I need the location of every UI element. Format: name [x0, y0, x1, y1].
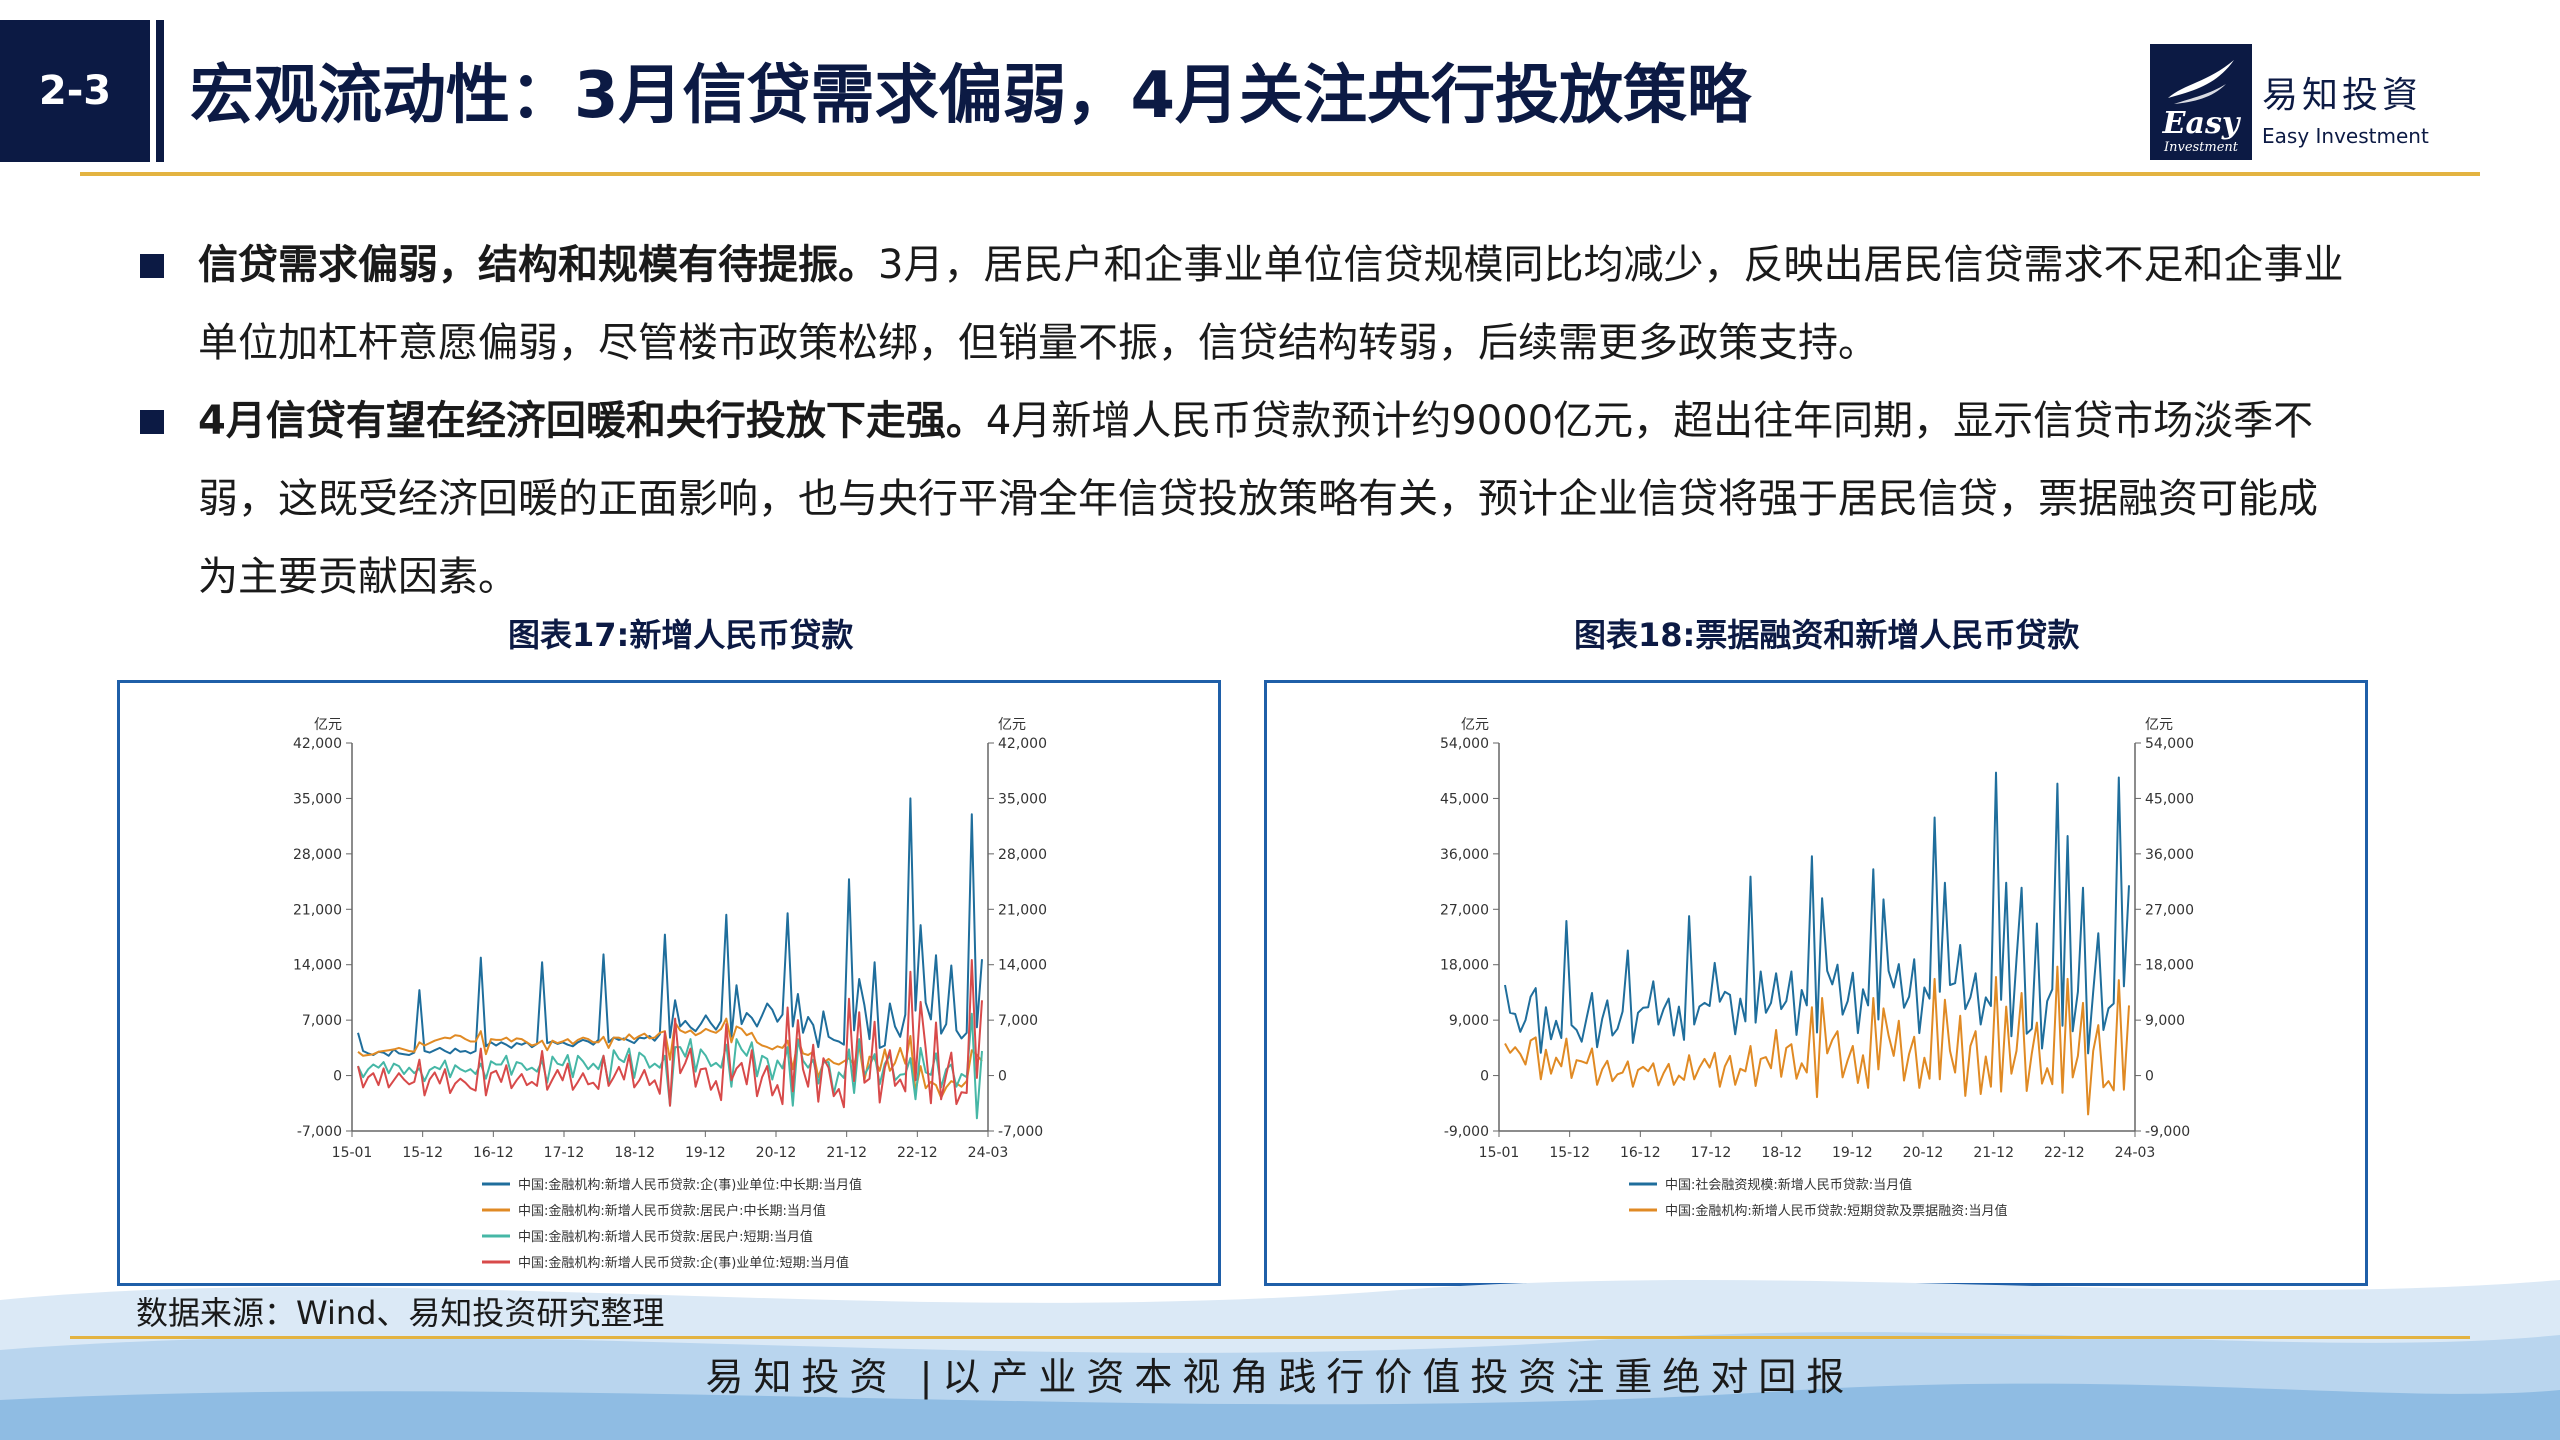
bullet-item: 4月信贷有望在经济回暖和央行投放下走强。4月新增人民币贷款预计约9000亿元，超…	[140, 382, 2350, 616]
bullet-item: 信贷需求偏弱，结构和规模有待提振。3月，居民户和企事业单位信贷规模同比均减少，反…	[140, 226, 2350, 382]
logo-name-en: Easy Investment	[2262, 124, 2429, 148]
y-tick-label: 0	[2145, 1069, 2154, 1085]
x-tick-label: 18-12	[614, 1145, 655, 1161]
x-tick-label: 24-03	[2115, 1145, 2156, 1161]
y-tick-label: 7,000	[998, 1013, 1038, 1029]
bullet-square-icon	[140, 254, 164, 278]
x-tick-label: 15-01	[1479, 1145, 1520, 1161]
y-tick-label: 27,000	[1440, 902, 1489, 918]
chart1-svg: 亿元 亿元 -7,000 -7,000 0 0 7,000 7,000 14,000 14,000…	[293, 717, 1047, 1271]
x-tick-label: 24-03	[968, 1145, 1009, 1161]
footer-divider	[70, 1336, 2470, 1339]
y-tick-label: 14,000	[293, 958, 342, 974]
chart2-svg: 亿元 亿元 -9,000 -9,000 0 0 9,000 9,000 18,000 18,000…	[1440, 717, 2194, 1219]
y-tick-label: -9,000	[2145, 1124, 2190, 1140]
y-tick-label: 54,000	[1440, 736, 1489, 752]
y-tick-label: 45,000	[1440, 791, 1489, 807]
y-tick-label: 9,000	[1449, 1013, 1489, 1029]
right-unit-label: 亿元	[998, 717, 1026, 733]
x-tick-label: 17-12	[1691, 1145, 1732, 1161]
y-tick-label: 14,000	[998, 958, 1047, 974]
y-tick-label: 36,000	[2145, 847, 2194, 863]
chart2-frame: 亿元 亿元 -9,000 -9,000 0 0 9,000 9,000 18,000 18,000…	[1264, 680, 2368, 1286]
left-unit-label: 亿元	[314, 717, 342, 733]
y-tick-label: 28,000	[998, 847, 1047, 863]
bullet-text: 4月新增人民币贷款预计约9000亿元，超出往年同期，显示信贷市场淡季不弱，这既受…	[198, 398, 2318, 600]
bullet-square-icon	[140, 410, 164, 434]
x-tick-label: 19-12	[1832, 1145, 1873, 1161]
y-tick-label: 27,000	[2145, 902, 2194, 918]
chart1-title: 图表17:新增人民币贷款	[508, 616, 854, 654]
legend-label: 中国:金融机构:新增人民币贷款:居民户:短期:当月值	[518, 1229, 813, 1245]
x-tick-label: 16-12	[1620, 1145, 1661, 1161]
x-tick-label: 16-12	[473, 1145, 514, 1161]
y-tick-label: 28,000	[293, 847, 342, 863]
data-source-note: 数据来源：Wind、易知投资研究整理	[136, 1294, 665, 1332]
series-line-2	[1504, 965, 2130, 1116]
x-tick-label: 15-01	[332, 1145, 373, 1161]
company-logo: Easy Investment 易知投資 Easy Investment	[2150, 44, 2480, 164]
slide-title: 宏观流动性：3月信贷需求偏弱，4月关注央行投放策略	[190, 59, 1752, 133]
section-number-badge: 2-3	[0, 20, 150, 162]
y-tick-label: 0	[998, 1069, 1007, 1085]
x-tick-label: 22-12	[2044, 1145, 2085, 1161]
bullet-text: 3月，居民户和企事业单位信贷规模同比均减少，反映出居民信贷需求不足和企事业单位加…	[198, 242, 2344, 366]
bullet-heading: 4月信贷有望在经济回暖和央行投放下走强。	[198, 398, 986, 444]
y-tick-label: 45,000	[2145, 791, 2194, 807]
x-tick-label: 20-12	[1903, 1145, 1944, 1161]
y-tick-label: 36,000	[1440, 847, 1489, 863]
y-tick-label: 42,000	[293, 736, 342, 752]
y-tick-label: 7,000	[302, 1013, 342, 1029]
logo-name-cn: 易知投資	[2262, 75, 2423, 116]
right-unit-label: 亿元	[2145, 717, 2173, 733]
legend-label: 中国:金融机构:新增人民币贷款:企(事)业单位:中长期:当月值	[518, 1177, 862, 1193]
bullet-heading: 信贷需求偏弱，结构和规模有待提振。	[198, 242, 878, 288]
x-tick-label: 18-12	[1761, 1145, 1802, 1161]
y-tick-label: 9,000	[2145, 1013, 2185, 1029]
y-tick-label: 54,000	[2145, 736, 2194, 752]
header-accent-gap	[150, 20, 156, 162]
y-tick-label: 21,000	[293, 902, 342, 918]
left-unit-label: 亿元	[1461, 717, 1489, 733]
logo-mark: Easy Investment	[2150, 44, 2252, 160]
legend-label: 中国:金融机构:新增人民币贷款:居民户:中长期:当月值	[518, 1203, 826, 1219]
y-tick-label: 42,000	[998, 736, 1047, 752]
x-tick-label: 15-12	[1549, 1145, 1590, 1161]
footer-slogan: 易知投资 |以产业资本视角践行价值投资注重绝对回报	[705, 1355, 1855, 1399]
x-tick-label: 20-12	[756, 1145, 797, 1161]
y-tick-label: -7,000	[297, 1124, 342, 1140]
x-tick-label: 22-12	[897, 1145, 938, 1161]
x-tick-label: 21-12	[1973, 1145, 2014, 1161]
y-tick-label: 0	[333, 1069, 342, 1085]
series-line-4	[357, 959, 983, 1109]
bullet-list: 信贷需求偏弱，结构和规模有待提振。3月，居民户和企事业单位信贷规模同比均减少，反…	[140, 226, 2350, 616]
y-tick-label: 35,000	[293, 791, 342, 807]
section-number: 2-3	[38, 68, 112, 114]
footer-wave	[0, 1280, 2560, 1440]
legend-label: 中国:金融机构:新增人民币贷款:短期贷款及票据融资:当月值	[1665, 1203, 2008, 1219]
y-tick-label: -7,000	[998, 1124, 1043, 1140]
series-line-1	[357, 797, 983, 1057]
logo-investment-text: Investment	[2163, 140, 2239, 155]
logo-swirl-icon	[2168, 60, 2234, 104]
chart1-frame: 亿元 亿元 -7,000 -7,000 0 0 7,000 7,000 14,000 14,000…	[117, 680, 1221, 1286]
legend-label: 中国:社会融资规模:新增人民币贷款:当月值	[1665, 1177, 1912, 1193]
series-line-1	[1504, 771, 2130, 1055]
logo-easy-text: Easy	[2162, 106, 2240, 141]
x-tick-label: 15-12	[402, 1145, 443, 1161]
y-tick-label: 21,000	[998, 902, 1047, 918]
x-tick-label: 21-12	[826, 1145, 867, 1161]
x-tick-label: 17-12	[544, 1145, 585, 1161]
y-tick-label: 0	[1480, 1069, 1489, 1085]
legend-label: 中国:金融机构:新增人民币贷款:企(事)业单位:短期:当月值	[518, 1255, 849, 1271]
y-tick-label: 18,000	[1440, 958, 1489, 974]
chart2-title: 图表18:票据融资和新增人民币贷款	[1574, 616, 2080, 654]
header-divider	[80, 172, 2480, 176]
y-tick-label: -9,000	[1444, 1124, 1489, 1140]
y-tick-label: 35,000	[998, 791, 1047, 807]
y-tick-label: 18,000	[2145, 958, 2194, 974]
x-tick-label: 19-12	[685, 1145, 726, 1161]
